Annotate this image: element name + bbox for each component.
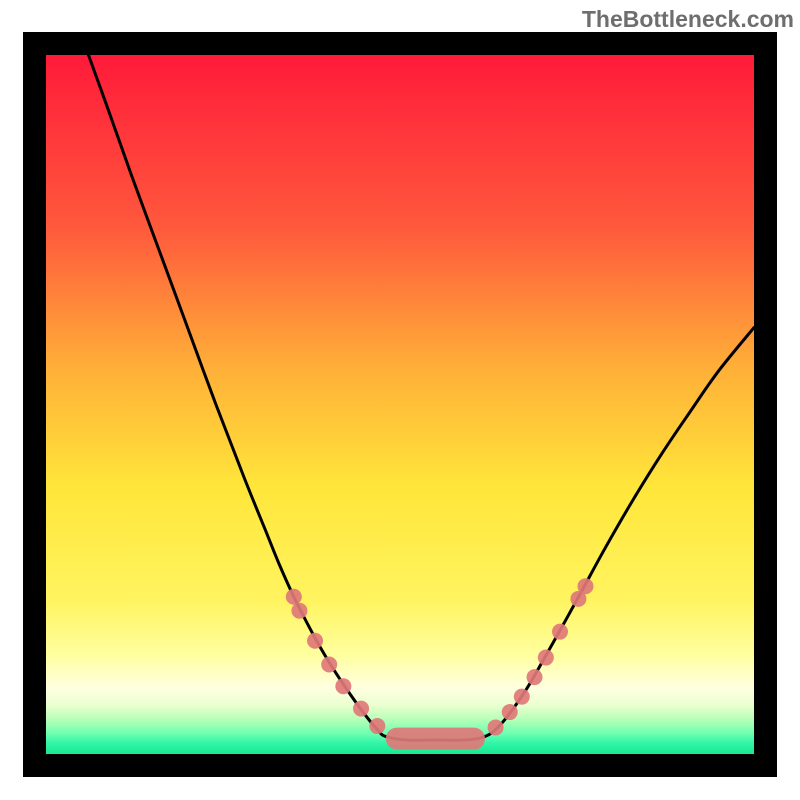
curve-marker bbox=[514, 689, 530, 705]
curve-marker bbox=[488, 719, 504, 735]
chart-frame bbox=[23, 32, 777, 777]
curve-marker bbox=[291, 603, 307, 619]
curve-marker bbox=[286, 589, 302, 605]
curve-marker bbox=[578, 578, 594, 594]
curve-marker bbox=[502, 704, 518, 720]
bottleneck-curve bbox=[88, 55, 754, 740]
curve-bottom-bar bbox=[386, 728, 485, 750]
curve-marker bbox=[307, 633, 323, 649]
curve-markers bbox=[286, 578, 594, 749]
curve-marker bbox=[552, 624, 568, 640]
curve-marker bbox=[353, 701, 369, 717]
curve-marker bbox=[335, 678, 351, 694]
chart-curve-layer bbox=[46, 55, 754, 754]
watermark-text: TheBottleneck.com bbox=[582, 6, 794, 33]
curve-marker bbox=[321, 657, 337, 673]
curve-marker bbox=[538, 650, 554, 666]
curve-marker bbox=[527, 669, 543, 685]
curve-marker bbox=[369, 718, 385, 734]
